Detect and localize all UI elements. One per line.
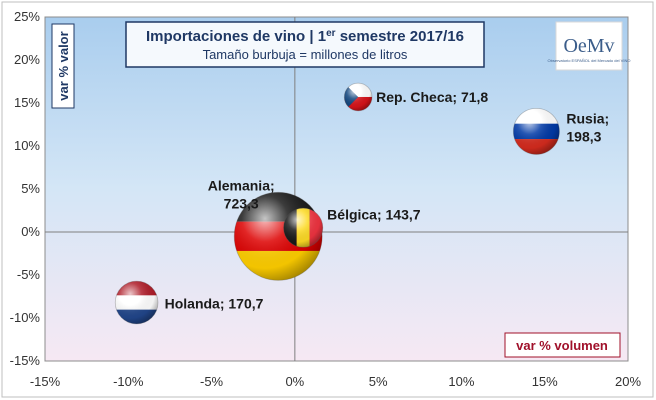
netherlands-flag-bubble — [114, 280, 159, 325]
point-label: Alemania; 723,3 — [208, 177, 275, 211]
belgium-flag-bubble — [283, 207, 324, 248]
y-tick-label: 20% — [14, 52, 40, 67]
y-tick-label: -15% — [10, 353, 41, 368]
x-tick-label: 20% — [615, 374, 641, 389]
logo-text: OeMv — [563, 35, 614, 57]
y-axis-label: var % valor — [56, 31, 71, 100]
x-tick-label: 10% — [448, 374, 474, 389]
y-tick-label: 10% — [14, 138, 40, 153]
title-box: Importaciones de vino | 1er semestre 201… — [125, 21, 485, 68]
russia-flag-bubble — [512, 107, 560, 155]
czech-flag-bubble — [343, 82, 373, 112]
x-tick-label: -5% — [200, 374, 224, 389]
logo-subtext: Observatorio ESPAÑOL del Mercado del VIN… — [548, 58, 631, 63]
y-tick-label: -10% — [10, 310, 41, 325]
point-label: Holanda; 170,7 — [165, 296, 264, 312]
x-tick-label: -10% — [113, 374, 144, 389]
point-label: Bélgica; 143,7 — [327, 207, 421, 223]
chart-title: Importaciones de vino | 1er semestre 201… — [146, 28, 464, 46]
y-axis-label-box: var % valor — [51, 23, 75, 109]
point-label: Rusia; 198,3 — [566, 110, 609, 144]
chart-subtitle: Tamaño burbuja = millones de litros — [203, 47, 408, 62]
x-tick-label: 0% — [285, 374, 304, 389]
x-tick-label: -15% — [30, 374, 61, 389]
y-tick-label: 0% — [21, 224, 40, 239]
y-tick-label: -5% — [17, 267, 41, 282]
y-tick-label: 15% — [14, 95, 40, 110]
x-axis-label: var % volumen — [516, 338, 608, 353]
point-label: Rep. Checa; 71,8 — [376, 89, 488, 105]
y-tick-label: 5% — [21, 181, 40, 196]
x-tick-label: 5% — [369, 374, 388, 389]
y-tick-label: 25% — [14, 9, 40, 24]
oemv-logo: OeMv Observatorio ESPAÑOL del Mercado de… — [548, 21, 631, 71]
x-axis-label-box: var % volumen — [504, 332, 621, 358]
x-tick-label: 15% — [532, 374, 558, 389]
